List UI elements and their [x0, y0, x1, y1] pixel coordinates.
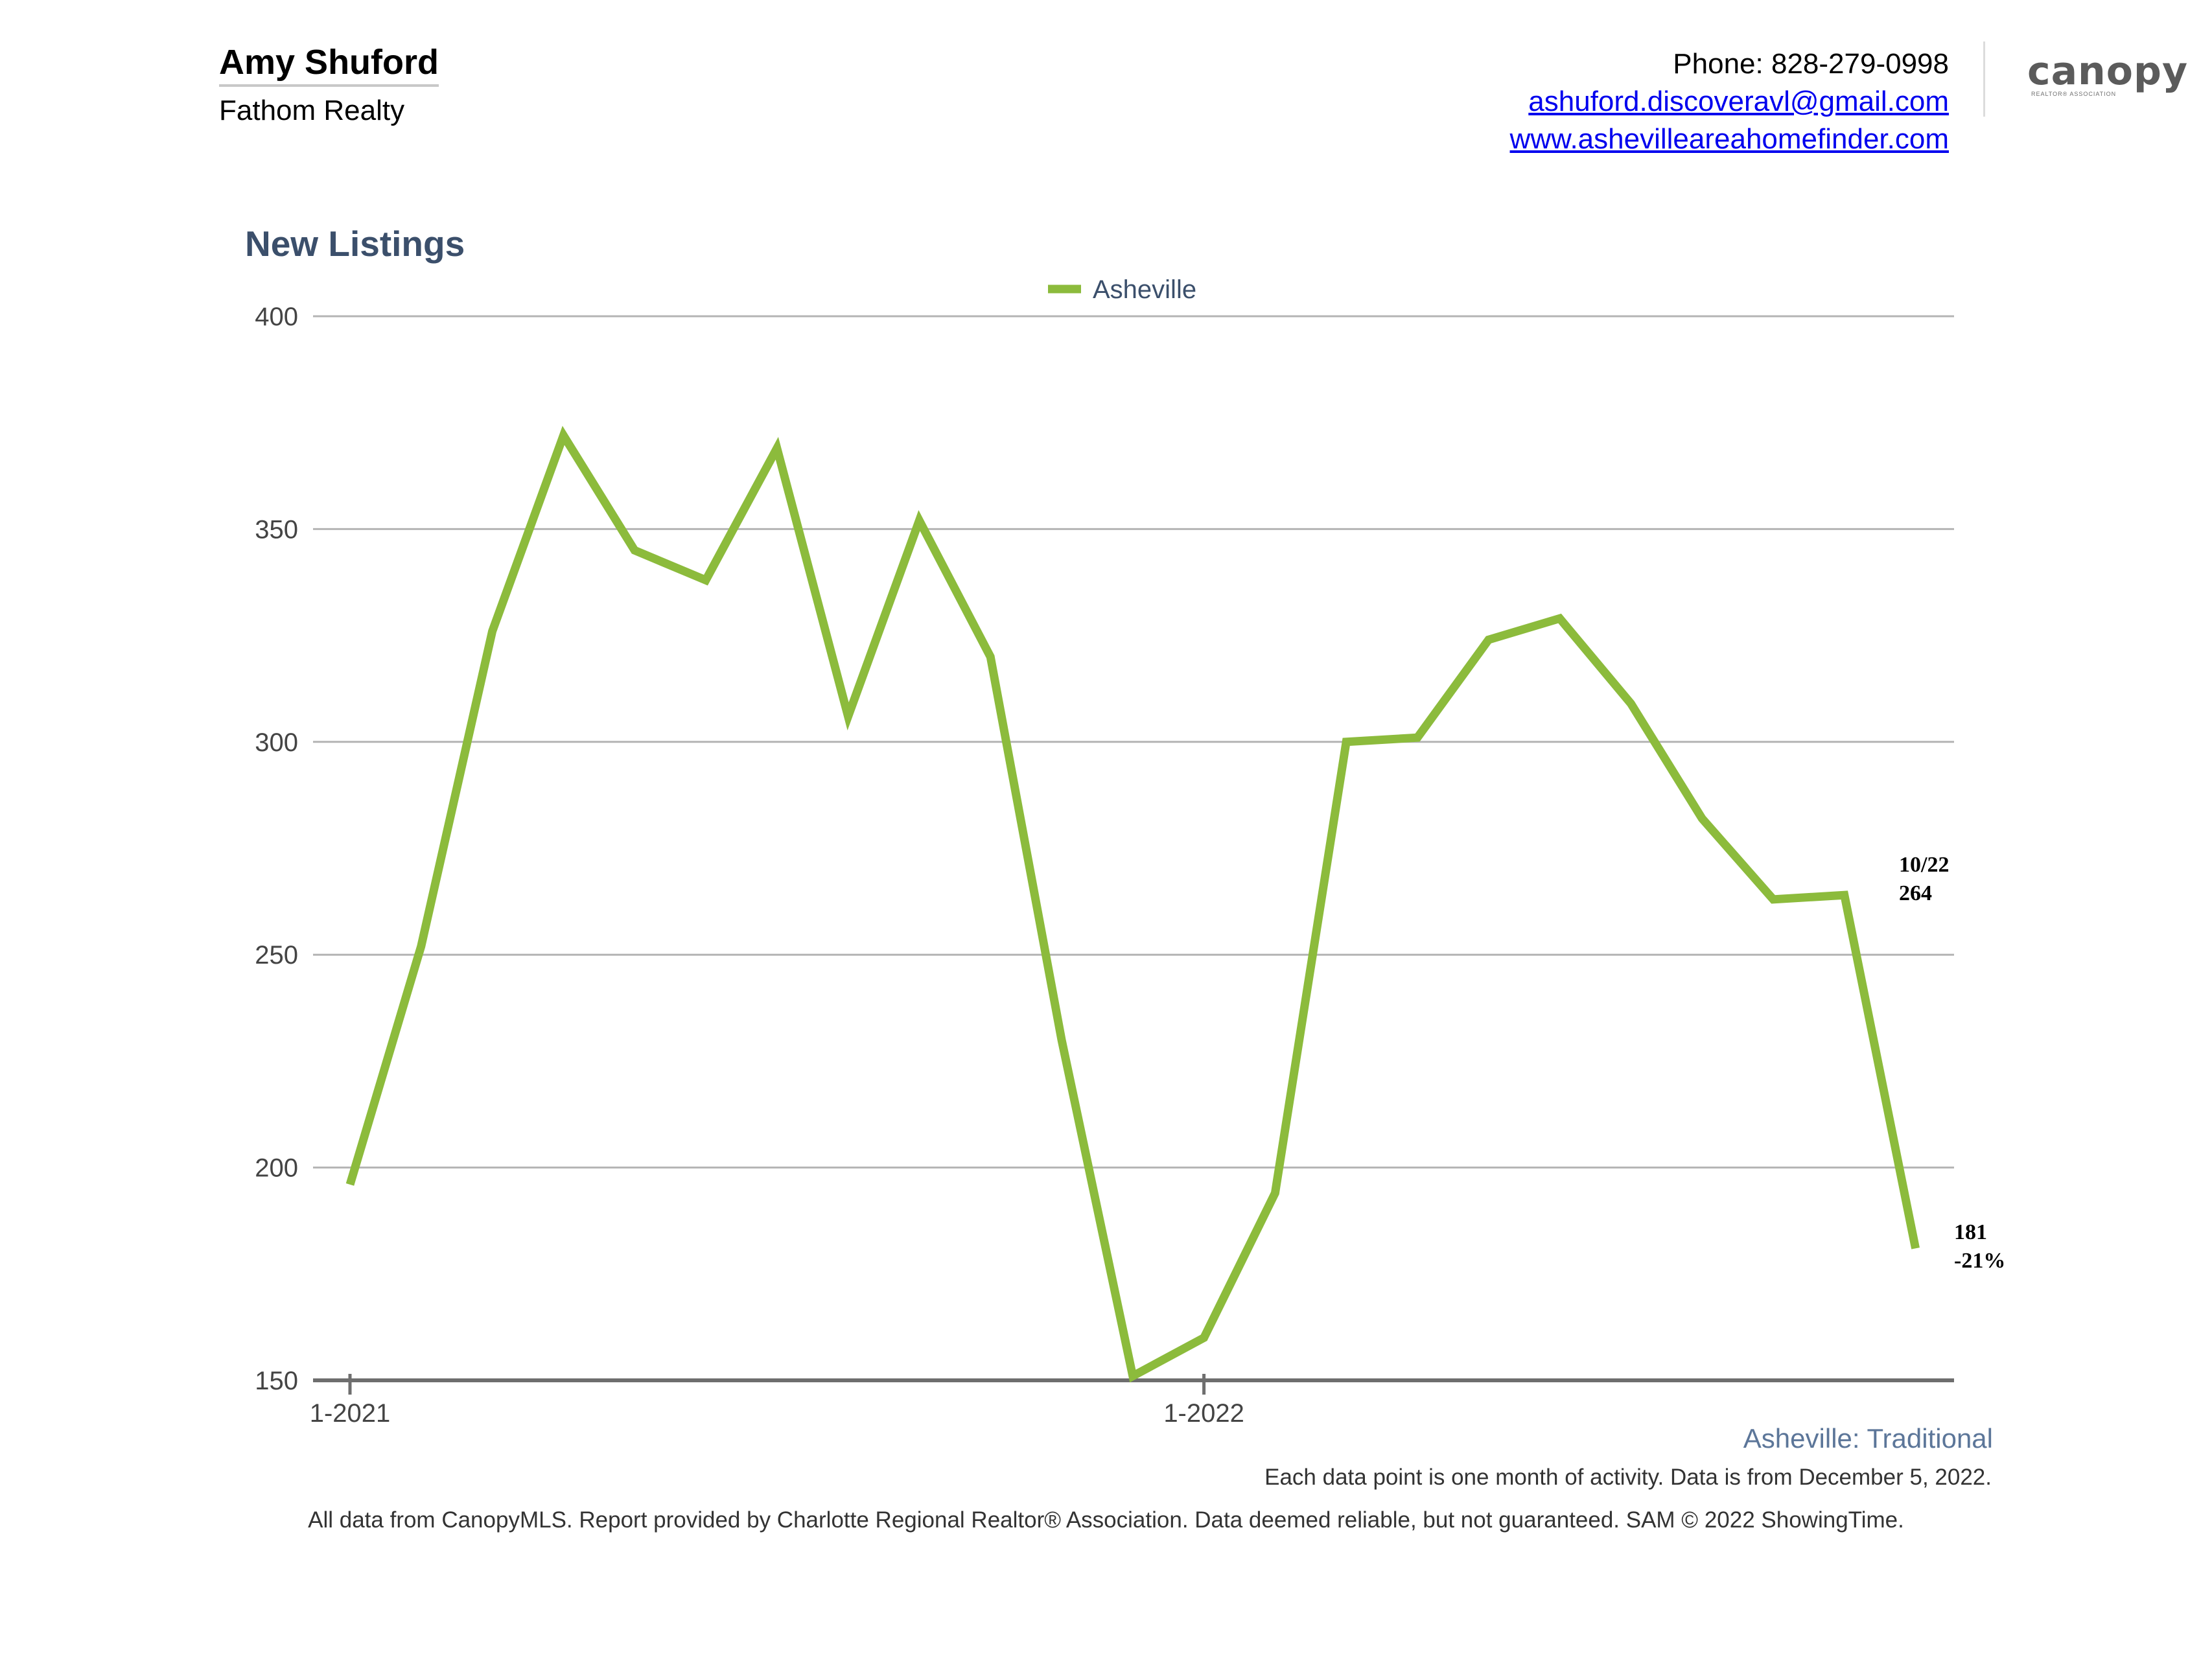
website-link[interactable]: www.ashevilleareahomefinder.com — [1509, 123, 1949, 155]
chart-title: New Listings — [245, 224, 465, 264]
y-tick-label: 400 — [255, 303, 298, 331]
new-listings-chart: 150 200 250 300 350 400 1-2021 1-2022 Asheville 1… — [255, 275, 2005, 1428]
x-tick-label: 1-2021 — [310, 1399, 391, 1428]
agent-block: Amy Shuford Fathom Realty — [219, 41, 439, 131]
canopy-logo: canopy REALTOR® ASSOCIATION — [2027, 49, 2189, 102]
phone-number: Phone: 828-279-0998 — [1673, 48, 1949, 80]
header-divider — [1983, 41, 1985, 117]
logo-text: canopy — [2027, 49, 2189, 94]
annotation-label: 10/22 — [1899, 853, 1949, 877]
annotation-label: 181 — [1954, 1220, 1987, 1244]
agent-name: Amy Shuford — [219, 41, 439, 87]
email-link[interactable]: ashuford.discoveravl@gmail.com — [1528, 86, 1949, 117]
market-label: Asheville: Traditional — [1743, 1423, 1993, 1454]
legend-label: Asheville — [1093, 275, 1196, 304]
disclaimer: All data from CanopyMLS. Report provided… — [308, 1507, 1904, 1533]
y-tick-label: 250 — [255, 941, 298, 969]
data-note: Each data point is one month of activity… — [1264, 1465, 1992, 1490]
contact-block: Phone: 828-279-0998 ashuford.discoveravl… — [1510, 45, 1949, 158]
logo-subtext: REALTOR® ASSOCIATION — [2031, 91, 2117, 97]
y-tick-label: 200 — [255, 1154, 298, 1183]
x-tick-label: 1-2022 — [1163, 1399, 1244, 1428]
y-tick-label: 300 — [255, 728, 298, 757]
agent-company: Fathom Realty — [219, 95, 405, 126]
y-tick-label: 350 — [255, 515, 298, 544]
annotation-label: 264 — [1899, 881, 1932, 905]
y-tick-label: 150 — [255, 1367, 298, 1395]
series-line-asheville — [345, 426, 1920, 1383]
annotation-label: -21% — [1954, 1249, 2005, 1273]
